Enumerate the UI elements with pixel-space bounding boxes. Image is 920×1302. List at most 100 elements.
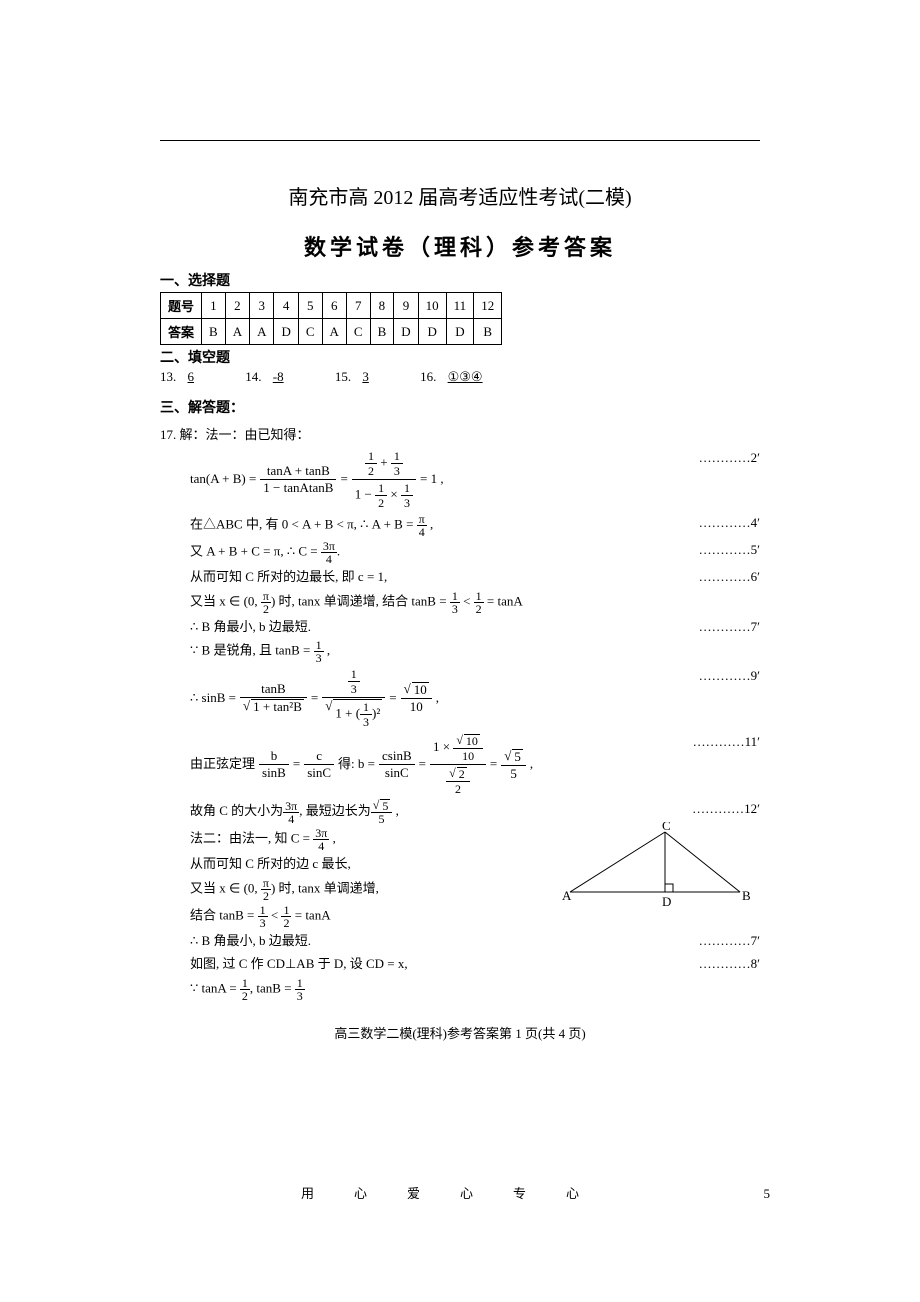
fill-num: 16. [420,369,436,384]
text: 结合 tanB = [190,908,258,923]
fill-num: 14. [245,369,261,384]
header-q: 题号 [161,293,202,319]
top-rule [160,140,760,141]
text: ) 时, tanx 单调递增, 结合 tanB = [271,593,450,608]
text: = tanA [484,593,523,608]
label-C: C [662,822,671,833]
q17: 17. 解：法一：由已知得： tan(A + B) = tanA + tanB1… [160,425,760,1002]
step-mono: 又当 x ∈ (0, π2) 时, tanx 单调递增, 结合 tanB = 1… [160,590,760,615]
score: …………12′ [692,799,760,820]
qnum: 7 [346,293,370,319]
qnum: 5 [298,293,322,319]
page-container: 南充市高 2012 届高考适应性考试(二模) 数学试卷（理科）参考答案 一、选择… [0,0,920,1044]
qnum: 4 [274,293,298,319]
score: …………9′ [699,666,760,687]
qnum: 6 [322,293,346,319]
ans: A [225,319,249,345]
qnum: 10 [418,293,446,319]
section-mc: 一、选择题 [160,270,760,290]
step-domain: 在△ABC 中, 有 0 < A + B < π, ∴ A + B = π4 ,… [160,513,760,538]
fill-item: 15. 3 [335,369,377,385]
triangle-diagram: A B C D [560,822,750,912]
bottom-footer: 用心爱心专心 [0,1183,920,1202]
text: 又当 x ∈ (0, [190,593,261,608]
score: …………7′ [699,617,760,638]
text: 从而可知 C 所对的边最长, 即 c = 1, [190,569,387,584]
m2-tan: ∵ tanA = 12, tanB = 13 [160,977,760,1002]
main-title: 南充市高 2012 届高考适应性考试(二模) [160,181,760,210]
qnum: 8 [370,293,394,319]
text: 故角 C 的大小为 [190,803,283,818]
ans: B [202,319,226,345]
text: , tanB = [250,980,295,995]
text: , 最短边长为 [299,803,371,818]
text: ∴ sinB = [190,688,236,709]
ans: D [446,319,474,345]
fill-ans: 6 [180,369,203,384]
score: …………7′ [699,931,760,952]
page-number: 5 [764,1186,771,1202]
ans: C [298,319,322,345]
label-A: A [562,888,572,903]
score: …………8′ [699,954,760,975]
score: …………5′ [699,540,760,561]
ans: D [394,319,418,345]
score: …………6′ [699,567,760,588]
q17-head: 17. 解：法一：由已知得： [160,425,760,446]
page-footer: 高三数学二模(理科)参考答案第 1 页(共 4 页) [0,1023,920,1042]
qnum: 11 [446,293,474,319]
ans: D [418,319,446,345]
header-a: 答案 [161,319,202,345]
table-answer-row: 答案 B A A D C A C B D D D B [161,319,502,345]
text: ∵ tanA = [190,980,240,995]
fill-num: 13. [160,369,176,384]
score: …………11′ [693,732,760,753]
ans: A [322,319,346,345]
qnum: 3 [250,293,274,319]
m2-perp: 如图, 过 C 作 CD⊥AB 于 D, 设 CD = x, …………8′ [160,954,760,975]
score: …………2′ [699,448,760,469]
fill-item: 14. -8 [245,369,291,385]
qnum: 2 [225,293,249,319]
text: 法二：由法一, 知 C = [190,831,313,846]
fill-ans: -8 [265,369,292,384]
text: 由正弦定理 [190,754,255,775]
text: ) 时, tanx 单调递增, [271,881,379,896]
ans: B [370,319,394,345]
label-B: B [742,888,750,903]
score: …………4′ [699,513,760,534]
fill-ans: ①③④ [440,369,491,384]
text: 在△ABC 中, 有 0 < A + B < π, ∴ A + B = [190,516,417,531]
fill-item: 16. ①③④ [420,369,490,385]
qnum: 1 [202,293,226,319]
section-solve: 三、解答题： [160,397,760,417]
ans: B [474,319,502,345]
step-tan-sum: tan(A + B) = tanA + tanB1 − tanAtanB = 1… [160,448,760,511]
text: ∵ B 是锐角, 且 tanB = [190,643,314,658]
fill-num: 15. [335,369,351,384]
step-bmin: ∴ B 角最小, b 边最短. …………7′ [160,617,760,638]
ans: A [250,319,274,345]
section-fill: 二、填空题 [160,347,760,367]
qnum: 12 [474,293,502,319]
text: < [460,593,474,608]
label-D: D [662,894,671,909]
sub-title: 数学试卷（理科）参考答案 [160,230,760,262]
step-bacute: ∵ B 是锐角, 且 tanB = 13 , [160,639,760,664]
step-law: 由正弦定理 bsinB = csinC 得: b = csinBsinC = 1… [160,732,760,797]
text: ∴ B 角最小, b 边最短. [190,619,311,634]
qnum: 9 [394,293,418,319]
text: 如图, 过 C 作 CD⊥AB 于 D, 设 CD = x, [190,956,408,971]
step-long: 从而可知 C 所对的边最长, 即 c = 1, …………6′ [160,567,760,588]
table-header-row: 题号 1 2 3 4 5 6 7 8 9 10 11 12 [161,293,502,319]
text: 又当 x ∈ (0, [190,881,261,896]
text: 又 A + B + C = π, ∴ C = [190,543,321,558]
step-c: 又 A + B + C = π, ∴ C = 3π4. …………5′ [160,540,760,565]
ans: D [274,319,298,345]
ans: C [346,319,370,345]
fill-item: 13. 6 [160,369,202,385]
text: 得: b = [338,754,375,775]
fill-row: 13. 6 14. -8 15. 3 16. ①③④ [160,369,760,385]
answer-table: 题号 1 2 3 4 5 6 7 8 9 10 11 12 答案 B A A D… [160,292,502,345]
fill-ans: 3 [354,369,377,384]
